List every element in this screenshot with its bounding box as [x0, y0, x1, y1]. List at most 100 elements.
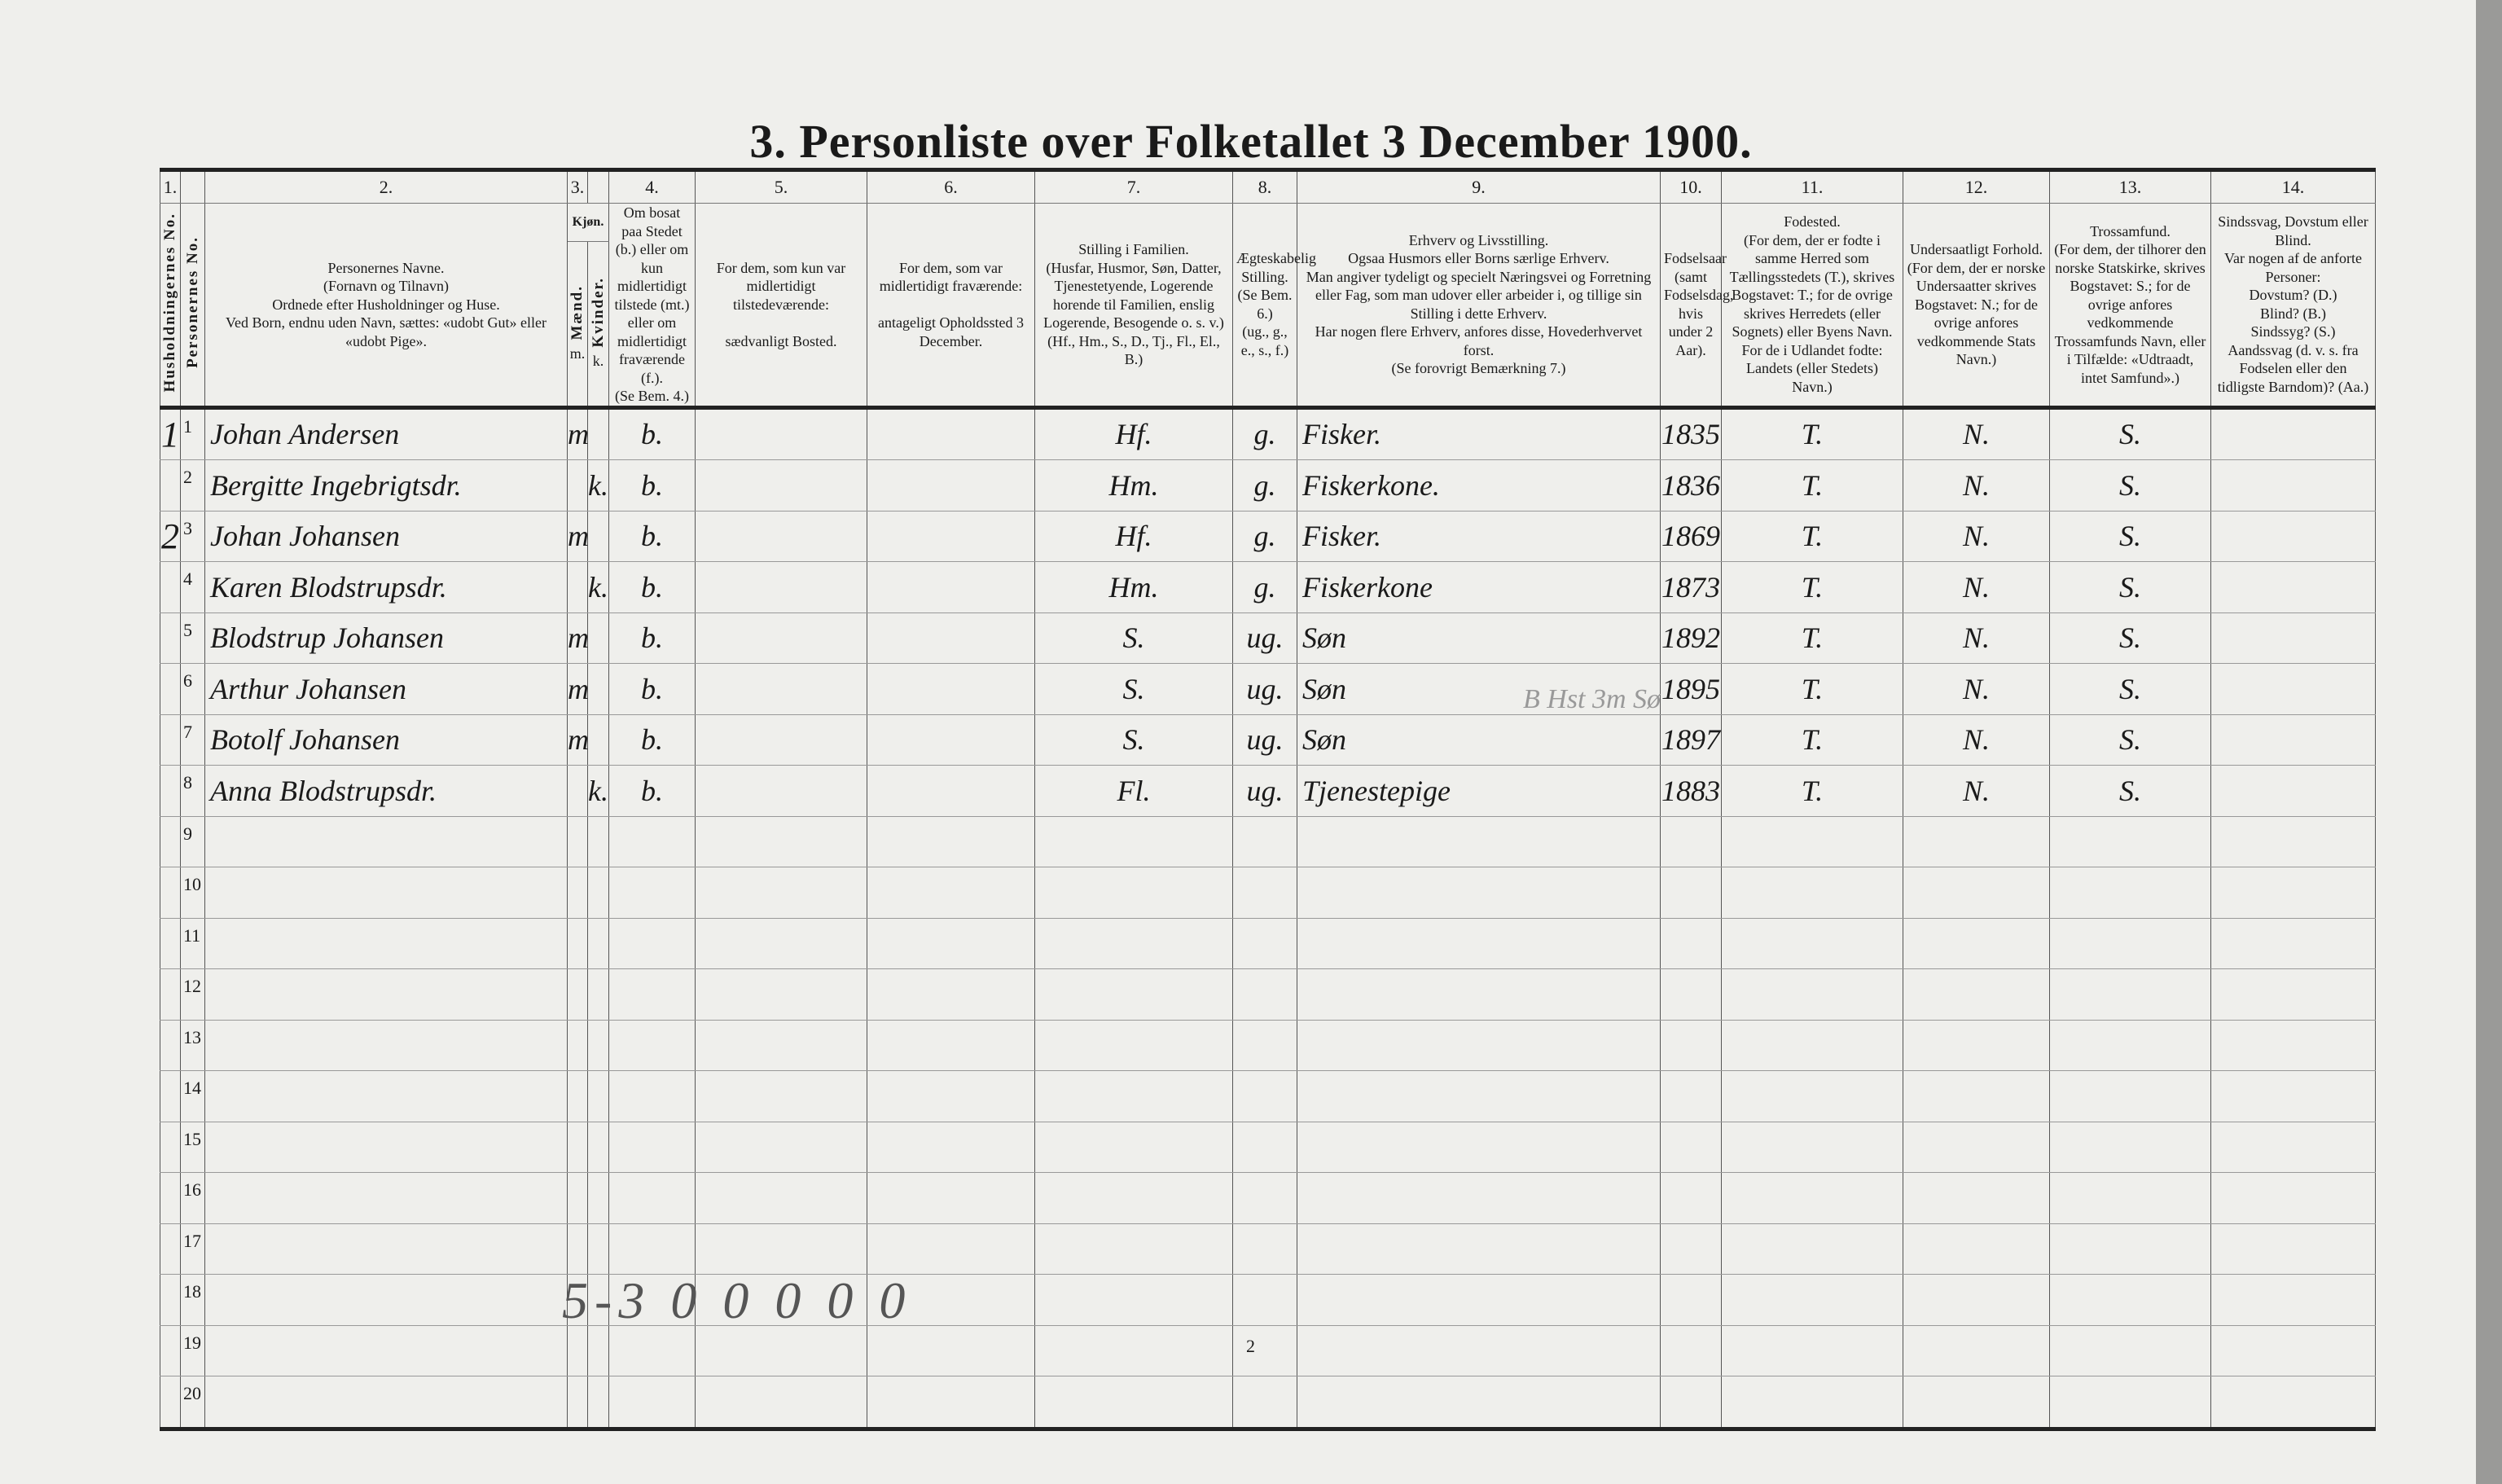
cell-usual-residence: [695, 459, 867, 511]
cell-occupation: Fisker.: [1297, 407, 1661, 460]
header-household-no: Husholdningernes No.: [160, 203, 181, 410]
cell-birthplace: T.: [1721, 459, 1903, 511]
cell-religion: S.: [2049, 714, 2211, 766]
cell-birth-year: [1660, 918, 1722, 969]
cell-person-name: [204, 867, 568, 919]
table-row: 13: [160, 1020, 2376, 1071]
cell-household-no: [160, 1376, 181, 1431]
table-row: 8 Anna Blodstrupsdr. k. b. Fl. ug. Tjenestepig…: [160, 765, 2376, 817]
cell-marital-status: g.: [1232, 561, 1297, 613]
cell-sex-female: [587, 1020, 609, 1071]
cell-temporary-location: [867, 918, 1035, 969]
cell-person-no: 12: [180, 968, 205, 1021]
cell-person-name: Johan Johansen: [204, 511, 568, 562]
cell-citizenship: N.: [1903, 663, 2050, 715]
cell-religion: [2049, 1070, 2211, 1122]
cell-religion: [2049, 1172, 2211, 1224]
cell-temporary-location: [867, 561, 1035, 613]
cell-person-no: 15: [180, 1122, 205, 1173]
cell-person-no: 18: [180, 1274, 205, 1326]
header-birthplace: Fodested. (For dem, der er fodte i samme…: [1721, 203, 1903, 410]
cell-religion: [2049, 1122, 2211, 1173]
cell-residence-status: b.: [608, 407, 696, 460]
cell-residence-status: [608, 816, 696, 867]
cell-marital-status: g.: [1232, 407, 1297, 460]
cell-sex-female: [587, 1172, 609, 1224]
cell-usual-residence: [695, 765, 867, 817]
cell-occupation: Søn: [1297, 663, 1661, 715]
cell-sex-female: [587, 511, 609, 562]
cell-sex-female: [587, 867, 609, 919]
column-number: [180, 168, 205, 204]
cell-usual-residence: [695, 663, 867, 715]
cell-person-name: Johan Andersen: [204, 407, 568, 460]
cell-marital-status: [1232, 1172, 1297, 1224]
cell-sex-male: m: [567, 511, 589, 562]
cell-marital-status: ug.: [1232, 612, 1297, 664]
cell-sex-female: [587, 714, 609, 766]
cell-person-name: Arthur Johansen: [204, 663, 568, 715]
cell-household-no: [160, 714, 181, 766]
cell-occupation: Fiskerkone: [1297, 561, 1661, 613]
cell-household-no: [160, 1070, 181, 1122]
cell-birth-year: 1897: [1660, 714, 1722, 766]
cell-disability: [2210, 1274, 2376, 1326]
cell-temporary-location: [867, 511, 1035, 562]
cell-sex-male: [567, 1122, 588, 1173]
cell-residence-status: [608, 1325, 696, 1376]
cell-household-no: [160, 1020, 181, 1071]
cell-household-no: 1: [160, 407, 181, 460]
cell-person-name: [204, 1325, 568, 1376]
cell-household-no: [160, 1122, 181, 1173]
cell-religion: [2049, 867, 2211, 919]
cell-religion: [2049, 1274, 2211, 1326]
header-women: Kvinder. k.: [587, 241, 609, 410]
cell-person-name: [204, 1172, 568, 1224]
cell-occupation: [1297, 1325, 1661, 1376]
cell-occupation: [1297, 1223, 1661, 1275]
cell-sex-female: k.: [587, 561, 609, 613]
cell-disability: [2210, 612, 2376, 664]
cell-temporary-location: [867, 765, 1035, 817]
cell-family-position: [1034, 1325, 1233, 1376]
cell-temporary-location: [867, 1070, 1035, 1122]
cell-disability: [2210, 663, 2376, 715]
cell-birthplace: [1721, 968, 1903, 1021]
cell-citizenship: N.: [1903, 765, 2050, 817]
cell-sex-female: [587, 1122, 609, 1173]
cell-birthplace: [1721, 1172, 1903, 1224]
cell-religion: S.: [2049, 407, 2211, 460]
cell-sex-male: m: [567, 407, 589, 460]
cell-religion: S.: [2049, 459, 2211, 511]
cell-temporary-location: [867, 663, 1035, 715]
cell-birthplace: [1721, 1223, 1903, 1275]
header-marital-status: Ægteskabelig Stilling. (Se Bem. 6.) (ug.…: [1232, 203, 1316, 410]
cell-sex-male: [567, 1172, 588, 1224]
cell-disability: [2210, 816, 2376, 867]
cell-residence-status: b.: [608, 765, 696, 817]
cell-temporary-location: [867, 459, 1035, 511]
header-m-sub: m.: [569, 345, 586, 362]
cell-birth-year: [1660, 968, 1722, 1021]
cell-sex-male: m: [567, 612, 589, 664]
cell-family-position: S.: [1034, 714, 1233, 766]
cell-sex-female: [587, 407, 609, 460]
cell-person-name: [204, 968, 568, 1021]
cell-birthplace: T.: [1721, 407, 1903, 460]
cell-temporary-location: [867, 968, 1035, 1021]
cell-citizenship: [1903, 1172, 2050, 1224]
cell-disability: [2210, 968, 2376, 1021]
table-row: 19: [160, 1325, 2376, 1376]
cell-birth-year: [1660, 867, 1722, 919]
cell-family-position: [1034, 1172, 1233, 1224]
cell-marital-status: ug.: [1232, 714, 1297, 766]
cell-person-no: 2: [180, 459, 205, 511]
column-header-row: Husholdningernes No. Personernes No. Per…: [160, 203, 2376, 410]
cell-birth-year: [1660, 1376, 1722, 1431]
cell-family-position: Fl.: [1034, 765, 1233, 817]
cell-occupation: [1297, 968, 1661, 1021]
cell-household-no: [160, 561, 181, 613]
table-row: 7 Botolf Johansen m b. S. ug. Søn 1897 T. N. S.: [160, 714, 2376, 766]
cell-person-no: 11: [180, 918, 205, 969]
table-body: 1 1 Johan Andersen m b. Hf. g. Fisker. 1835 T. N. S…: [160, 407, 2376, 1431]
